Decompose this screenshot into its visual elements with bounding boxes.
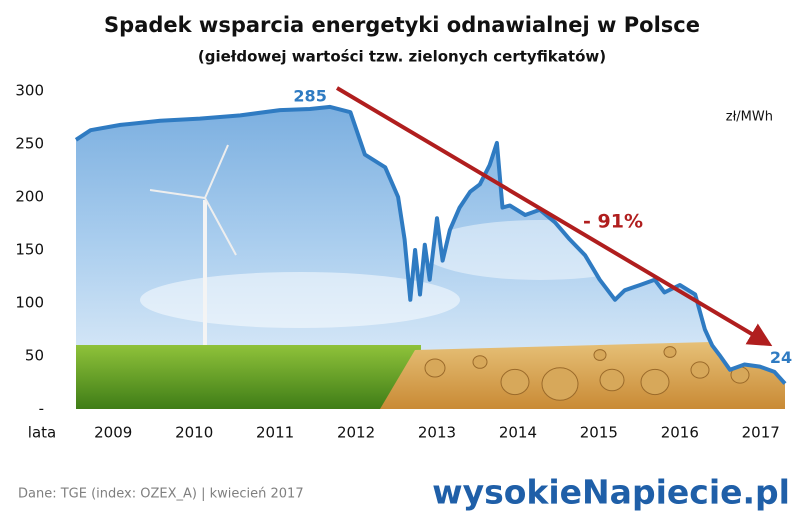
hay-bale [663, 346, 677, 358]
y-tick-label: 100 [15, 294, 44, 312]
background-photo [76, 106, 785, 409]
x-tick-label: 2011 [256, 424, 294, 442]
unit-label: zł/MWh [726, 110, 773, 125]
x-tick-label: 2015 [580, 424, 618, 442]
y-tick-label: 50 [25, 347, 44, 365]
y-tick-label: 200 [15, 188, 44, 206]
plot-area [74, 104, 787, 409]
cloud [140, 272, 460, 328]
chart-title: Spadek wsparcia energetyki odnawialnej w… [104, 13, 700, 37]
hay-bale [472, 355, 488, 369]
hay-bale [593, 349, 607, 361]
x-tick-label: 2014 [499, 424, 537, 442]
x-axis-label: lata [28, 424, 56, 442]
source: Dane: TGE (index: OZEX_A) | kwiecień 201… [18, 487, 304, 502]
y-tick-label: 300 [15, 82, 44, 100]
x-tick-label: 2016 [661, 424, 699, 442]
x-tick-label: 2009 [94, 424, 132, 442]
data-label: 24 [770, 348, 792, 367]
hay-bale [599, 368, 625, 392]
y-tick-label: 250 [15, 135, 44, 153]
hay-bale [541, 367, 579, 401]
data-label: 285 [293, 86, 326, 105]
turbine-blade [204, 144, 229, 199]
wind-turbine [149, 144, 237, 345]
x-tick-label: 2013 [418, 424, 456, 442]
x-tick-label: 2010 [175, 424, 213, 442]
turbine-blade [204, 197, 237, 256]
hay-bale [500, 368, 530, 396]
hay-bale [640, 368, 670, 396]
hay-bale [690, 361, 710, 379]
chart-subtitle: (giełdowej wartości tzw. zielonych certy… [198, 48, 606, 66]
y-tick-label: - [39, 400, 44, 418]
grass-field [76, 345, 421, 409]
change-annotation: - 91% [583, 211, 643, 233]
turbine-blade [149, 189, 206, 199]
hay-bale [424, 358, 446, 378]
x-tick-label: 2017 [742, 424, 780, 442]
y-tick-label: 150 [15, 241, 44, 259]
logo: wysokieNapiecie.pl [432, 473, 790, 512]
x-tick-label: 2012 [337, 424, 375, 442]
trend-arrow [335, 86, 773, 347]
